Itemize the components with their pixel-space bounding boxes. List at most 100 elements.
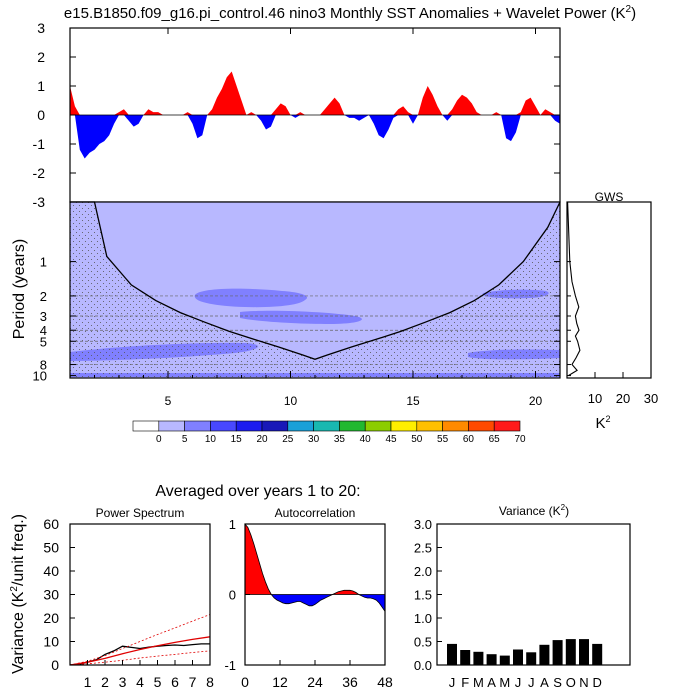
spectrum-line-red-dashed xyxy=(70,614,210,665)
colorbar-swatch xyxy=(235,420,263,432)
colorbar-label: 65 xyxy=(489,434,501,445)
variance-bar xyxy=(447,643,457,665)
gws-xtick-label: 10 xyxy=(588,391,602,406)
colorbar-label: 40 xyxy=(360,434,372,445)
anomaly-fill xyxy=(70,71,560,159)
colorbar-swatch xyxy=(210,420,237,432)
spectrum-line-red xyxy=(70,636,210,665)
colorbar-swatch xyxy=(468,420,495,432)
month-label: M xyxy=(499,675,510,690)
autocorrelation-xtick-label: 24 xyxy=(307,674,323,690)
anomaly-ytick-label: -3 xyxy=(33,194,46,210)
power-spectrum-panel: Power Spectrum 60 50 40 30 20 10 0 1 2 3 4 5 6 7 8 Var… xyxy=(9,506,214,690)
wavelet-field xyxy=(70,202,560,378)
spectrum-xtick-label: 5 xyxy=(154,674,162,690)
year-tick-label: 15 xyxy=(406,394,420,408)
spectrum-ytick-label: 50 xyxy=(43,540,59,556)
variance-ytick-label: 0.0 xyxy=(414,658,432,673)
colorbar-swatch xyxy=(132,420,160,432)
month-label: J xyxy=(449,675,456,690)
anomaly-ytick-label: 0 xyxy=(37,107,45,123)
power-spectrum-lines xyxy=(70,614,210,665)
month-label: O xyxy=(566,675,576,690)
anomaly-panel: 3 2 1 0 -1 -2 -3 xyxy=(33,20,561,210)
variance-bar xyxy=(552,640,563,665)
variance-bar xyxy=(526,652,537,665)
spectrum-xtick-label: 6 xyxy=(171,674,179,690)
variance-bar xyxy=(513,649,523,665)
wavelet-blob-3yr xyxy=(194,288,308,308)
variance-ytick-label: 2.5 xyxy=(414,541,432,556)
anomaly-positive-area xyxy=(70,71,560,115)
wavelet-blob-4yr xyxy=(240,310,362,324)
colorbar-swatch xyxy=(364,420,392,432)
variance-bar xyxy=(499,655,510,665)
colorbar-swatch xyxy=(416,420,443,432)
variance-ytick-label: 1.5 xyxy=(414,588,432,603)
variance-bar xyxy=(579,639,589,665)
gws-frame xyxy=(566,201,652,379)
variance-ytick-label: 1.0 xyxy=(414,611,432,626)
month-label: F xyxy=(461,675,469,690)
variance-ytick-label: 0.5 xyxy=(414,635,432,650)
variance-frame xyxy=(436,523,631,666)
month-label: M xyxy=(473,675,484,690)
spectrum-ytick-label: 0 xyxy=(51,657,59,673)
year-tick-label: 10 xyxy=(284,394,298,408)
autocorrelation-ytick-label: 0 xyxy=(229,588,236,603)
anomaly-ytick-label: 2 xyxy=(37,49,45,65)
spectrum-xtick-label: 3 xyxy=(119,674,127,690)
year-tick-label: 5 xyxy=(165,394,172,408)
period-tick-label: 2 xyxy=(40,289,47,304)
autocorrelation-line xyxy=(245,524,385,612)
month-label: J xyxy=(515,675,522,690)
wavelet-ylabel: Period (years) xyxy=(11,239,28,339)
period-tick-label: 5 xyxy=(40,334,47,349)
colorbar-swatch xyxy=(158,420,185,432)
month-label: S xyxy=(553,675,562,690)
power-spectrum-frame xyxy=(69,523,211,666)
main-title-close: ) xyxy=(631,5,636,22)
colorbar: 0 5 10 15 20 25 30 35 40 45 50 55 60 65 70 xyxy=(132,420,526,445)
colorbar-label: 60 xyxy=(463,434,475,445)
autocorrelation-xtick-label: 36 xyxy=(342,674,358,690)
autocorrelation-xtick-label: 12 xyxy=(272,674,288,690)
month-label: A xyxy=(487,675,496,690)
cone-of-influence xyxy=(70,201,561,360)
variance-bars xyxy=(447,639,603,665)
colorbar-swatch xyxy=(261,420,289,432)
gws-xlabel: K2 xyxy=(595,414,610,432)
colorbar-label: 5 xyxy=(182,434,188,445)
month-label: D xyxy=(593,675,602,690)
spectrum-xtick-label: 2 xyxy=(101,674,109,690)
variance-axes: J F M A M J J A S O N D3.02.52.01.51.00.50.0 xyxy=(414,517,602,690)
period-tick-label: 1 xyxy=(40,255,47,270)
variance-ytick-label: 2.0 xyxy=(414,564,432,579)
autocorrelation-panel: Autocorrelation 1 0 -1 0 12 24 36 48 xyxy=(224,506,393,690)
colorbar-label: 25 xyxy=(282,434,294,445)
anomaly-negative-area xyxy=(70,115,560,159)
anomaly-axes: 3 2 1 0 -1 -2 -3 xyxy=(33,20,560,210)
spectrum-xtick-label: 4 xyxy=(136,674,144,690)
variance-bar xyxy=(473,651,484,665)
main-title-sup: 2 xyxy=(626,4,632,15)
autocorrelation-ytick-label: 1 xyxy=(229,517,236,532)
spectrum-xtick-label: 1 xyxy=(84,674,92,690)
power-spectrum-title: Power Spectrum xyxy=(96,506,185,520)
gws-title: GWS xyxy=(595,190,624,204)
power-spectrum-ylabel: Variance (K2/unit freq.) xyxy=(9,514,27,674)
autocorrelation-xtick-label: 48 xyxy=(377,674,393,690)
period-tick-label: 10 xyxy=(33,369,47,384)
autocorrelation-ytick-label: -1 xyxy=(224,658,236,673)
period-tick-label: 4 xyxy=(40,323,47,338)
spectrum-xtick-label: 7 xyxy=(189,674,197,690)
autocorrelation-negative-area xyxy=(245,594,385,612)
colorbar-label: 30 xyxy=(308,434,320,445)
colorbar-label: 15 xyxy=(231,434,243,445)
variance-bar xyxy=(460,650,471,665)
month-label: J xyxy=(528,675,535,690)
autocorrelation-fill xyxy=(245,524,385,612)
colorbar-swatch xyxy=(339,420,366,432)
